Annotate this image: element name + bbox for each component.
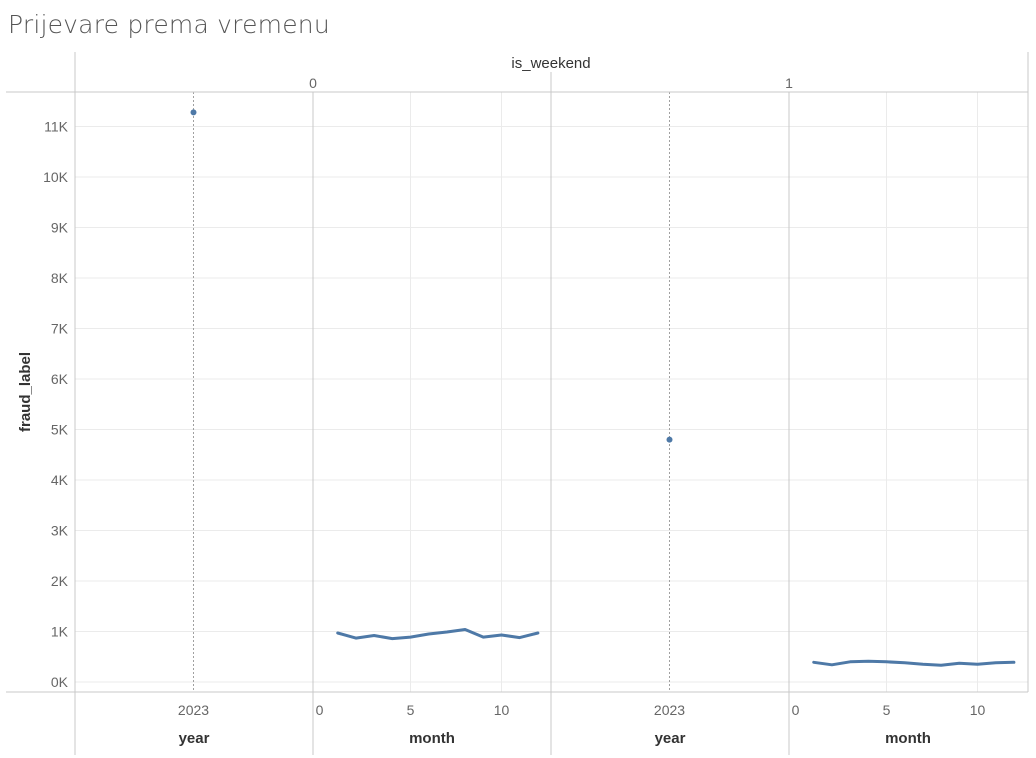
x-axis-title: month [885, 730, 931, 747]
data-point [666, 436, 673, 443]
y-tick-label: 5K [51, 422, 69, 438]
y-tick-label: 8K [51, 270, 69, 286]
y-tick-label: 3K [51, 523, 69, 539]
chart-title: Prijevare prema vremenu [8, 10, 330, 39]
x-tick-label: 10 [494, 702, 510, 718]
x-tick-label: 0 [316, 702, 324, 718]
x-axis-title: month [409, 730, 455, 747]
series-line [336, 628, 540, 641]
x-axis-title: year [179, 730, 210, 747]
series-line [812, 659, 1016, 667]
data-point [190, 109, 197, 116]
column-field-header: is_weekend [511, 55, 590, 72]
text-layer: 0K 1K 2K 3K 4K 5K 6K 7K 8K 9K 10K 11K is_weekend 0 1 fr… [17, 55, 985, 747]
y-tick-label: 9K [51, 220, 69, 236]
mark-layer [190, 109, 1016, 667]
column-value-header: 1 [785, 75, 793, 91]
y-tick-label: 7K [51, 321, 69, 337]
x-tick-label: 0 [792, 702, 800, 718]
column-value-header: 0 [309, 75, 317, 91]
y-tick-label: 1K [51, 624, 69, 640]
x-tick-label: 2023 [178, 702, 209, 718]
y-tick-label: 0K [51, 674, 69, 690]
y-axis-title: fraud_label [17, 352, 34, 432]
x-tick-label: 5 [883, 702, 891, 718]
frame-layer [6, 52, 1029, 755]
x-tick-label: 5 [407, 702, 415, 718]
x-axis-title: year [655, 730, 686, 747]
y-tick-label: 6K [51, 371, 69, 387]
y-tick-label: 2K [51, 573, 69, 589]
y-tick-label: 11K [44, 119, 69, 135]
y-tick-label: 4K [51, 472, 69, 488]
x-tick-label: 2023 [654, 702, 685, 718]
y-tick-label: 10K [43, 169, 69, 185]
x-tick-label: 10 [970, 702, 986, 718]
